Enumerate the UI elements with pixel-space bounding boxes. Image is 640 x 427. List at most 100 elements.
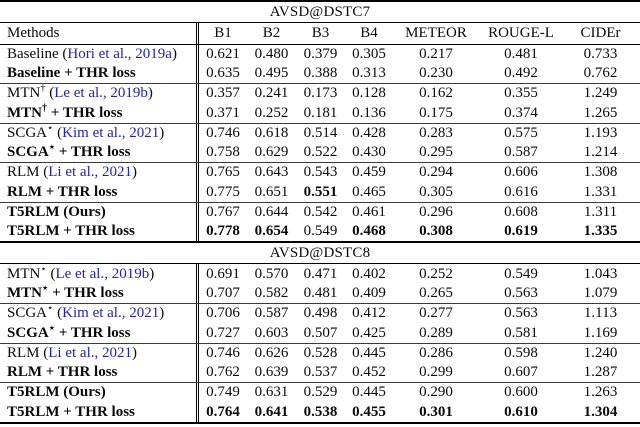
method-label: SCGA⋆ + THR loss [7, 142, 131, 161]
metric-cell: 0.371 [206, 104, 240, 121]
metric-cell: 0.357 [206, 85, 240, 102]
method-label: Baseline + THR loss [7, 64, 136, 81]
citation-link[interactable]: Li et al., 2021 [48, 164, 132, 181]
metric-cell: 1.308 [583, 164, 618, 181]
metric-cell: 0.528 [303, 344, 338, 361]
row-group: T5RLM (Ours) 0.767 0.644 0.542 0.461 0.296 0.6… [0, 201, 640, 242]
metric-cell: 0.563 [504, 284, 538, 301]
method-label: RLM + THR loss [7, 183, 118, 200]
table-header-row: Methods B1 B2 B3 B4 METEOR ROUGE-L CIDEr [0, 23, 640, 45]
citation-link[interactable]: Kim et al., 2021 [62, 124, 160, 141]
metric-cell: 0.428 [352, 124, 386, 141]
table-row: T5RLM + THR loss 0.764 0.641 0.538 0.455 0.30… [0, 402, 640, 422]
metric-cell: 0.162 [419, 85, 453, 102]
column-header: METEOR [405, 24, 467, 41]
method-label: RLM + THR loss [7, 364, 118, 381]
method-cell: Baseline + THR loss [0, 63, 199, 84]
metric-cell: 0.543 [303, 164, 338, 181]
metric-cell: 0.746 [206, 344, 240, 361]
metric-cell: 0.379 [303, 45, 338, 62]
metric-cell: 0.758 [206, 144, 240, 161]
metric-cell: 0.136 [352, 104, 386, 121]
metric-cell: 0.295 [419, 144, 453, 161]
metric-cell: 0.537 [303, 364, 338, 381]
metric-cell: 0.175 [419, 104, 453, 121]
metric-cell: 1.043 [583, 265, 618, 282]
method-cell: MTN⋆ + THR loss [0, 283, 199, 304]
column-header: B1 [214, 24, 232, 41]
metric-cell: 0.551 [303, 183, 338, 200]
row-group: T5RLM (Ours) 0.749 0.631 0.529 0.445 0.290 0.6… [0, 382, 640, 422]
metric-cell: 0.402 [352, 265, 386, 282]
method-label: SCGA⋆ + THR loss [7, 323, 131, 341]
method-cell: SCGA⋆ + THR loss [0, 142, 199, 163]
metric-cell: 0.691 [206, 265, 240, 282]
metric-cell: 0.388 [303, 64, 338, 81]
table-row: SCGA⋆ (Kim et al., 2021) 0.706 0.587 0.498 0… [0, 304, 640, 324]
metric-cell: 1.304 [583, 403, 618, 420]
metric-cell: 0.290 [419, 384, 453, 401]
metric-cell: 1.249 [583, 85, 618, 102]
method-cell: SCGA⋆ + THR loss [0, 323, 199, 343]
table-row: SCGA⋆ + THR loss 0.758 0.629 0.522 0.430 0.29… [0, 142, 640, 163]
row-group: SCGA⋆ (Kim et al., 2021) 0.706 0.587 0.498 0… [0, 303, 640, 343]
metric-cell: 0.425 [352, 324, 386, 341]
metric-cell: 0.598 [504, 344, 538, 361]
method-cell: RLM (Li et al., 2021) [0, 343, 199, 363]
citation-link[interactable]: Le et al., 2019b [54, 85, 148, 102]
method-superscript: † [40, 84, 46, 95]
metric-cell: 0.522 [303, 144, 338, 161]
metric-cell: 0.762 [206, 364, 240, 381]
method-cell: SCGA⋆ (Kim et al., 2021) [0, 304, 199, 324]
metric-cell: 0.480 [254, 45, 289, 62]
table-row: RLM (Li et al., 2021) 0.746 0.626 0.528 0.44… [0, 343, 640, 363]
method-cell: RLM + THR loss [0, 182, 199, 202]
metric-cell: 0.607 [504, 364, 538, 381]
citation-link[interactable]: Hori et al., 2019a [67, 45, 172, 62]
table-row: RLM + THR loss 0.762 0.639 0.537 0.452 0.299 0… [0, 362, 640, 383]
metric-cell: 0.181 [303, 104, 338, 121]
metric-cell: 1.169 [583, 324, 618, 341]
metric-cell: 1.193 [583, 124, 618, 141]
metric-cell: 0.616 [504, 183, 538, 200]
metric-cell: 0.587 [504, 144, 538, 161]
method-superscript: ⋆ [47, 304, 54, 315]
column-header: B4 [360, 24, 378, 41]
metric-cell: 1.311 [583, 204, 618, 221]
row-group: MTN⋆ (Le et al., 2019b) 0.691 0.570 0.471 0.… [0, 264, 640, 304]
metric-cell: 1.335 [583, 223, 618, 240]
method-superscript: ⋆ [48, 142, 56, 154]
citation-link[interactable]: Li et al., 2021 [48, 344, 132, 361]
metric-cell: 0.606 [504, 164, 538, 181]
citation-link[interactable]: Kim et al., 2021 [62, 305, 160, 322]
metric-cell: 0.465 [352, 183, 386, 200]
metric-cell: 0.301 [419, 403, 453, 420]
method-label: SCGA⋆ (Kim et al., 2021) [7, 123, 165, 141]
section-title: AVSD@DSTC8 [0, 241, 640, 265]
method-superscript: ⋆ [48, 323, 56, 334]
metric-cell: 0.621 [206, 45, 240, 62]
method-label: SCGA⋆ (Kim et al., 2021) [7, 304, 165, 322]
metric-cell: 1.263 [583, 384, 618, 401]
metric-cell: 1.331 [583, 183, 618, 200]
metric-cell: 0.445 [352, 384, 386, 401]
metric-cell: 0.644 [254, 204, 289, 221]
metric-cell: 0.765 [206, 164, 240, 181]
metric-cell: 0.265 [419, 284, 453, 301]
metric-cell: 0.289 [419, 324, 453, 341]
method-label: MTN⋆ + THR loss [7, 283, 124, 301]
citation-link[interactable]: Le et al., 2019b [55, 265, 150, 282]
metric-cell: 0.575 [504, 124, 538, 141]
metric-cell: 0.128 [352, 85, 386, 102]
metric-cell: 0.727 [206, 324, 240, 341]
metric-cell: 0.452 [352, 364, 386, 381]
method-label: Baseline (Hori et al., 2019a) [7, 45, 177, 62]
table-row: Baseline (Hori et al., 2019a) 0.621 0.480 0… [0, 44, 640, 64]
metric-cell: 0.286 [419, 344, 453, 361]
metric-cell: 1.214 [583, 144, 618, 161]
method-cell: MTN⋆ (Le et al., 2019b) [0, 264, 199, 284]
metric-cell: 1.265 [583, 104, 618, 121]
metric-cell: 0.355 [504, 85, 538, 102]
metric-cell: 0.252 [419, 265, 453, 282]
metric-cell: 0.514 [303, 124, 338, 141]
